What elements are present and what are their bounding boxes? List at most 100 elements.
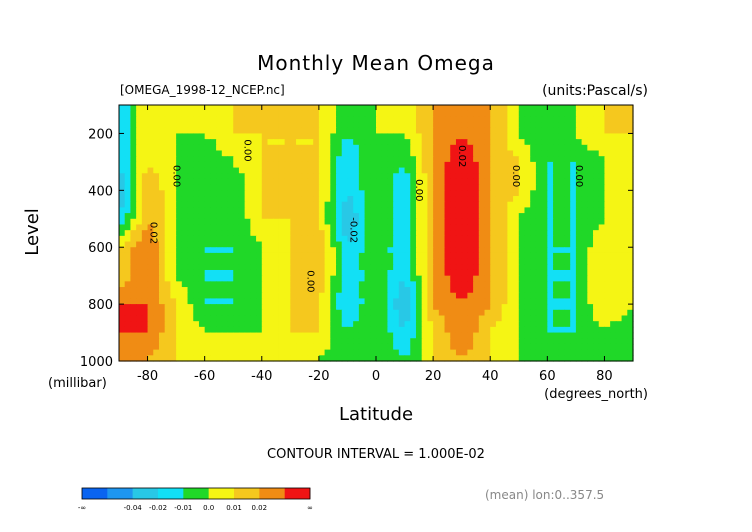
field-cell (484, 343, 491, 351)
field-cell (370, 184, 377, 191)
field-cell (296, 269, 303, 277)
field-cell (490, 304, 497, 311)
field-cell (615, 343, 623, 351)
field-cell (238, 207, 246, 214)
field-cell (564, 218, 571, 226)
contour-label: 0.00 (242, 139, 253, 161)
field-cell (444, 332, 451, 339)
field-cell (244, 224, 251, 231)
field-cell (147, 184, 154, 191)
field-cell (404, 127, 411, 135)
field-cell (330, 196, 337, 203)
field-cell (216, 258, 223, 265)
field-cell (524, 241, 531, 248)
field-cell (370, 332, 377, 339)
field-cell (381, 287, 389, 294)
field-cell (119, 196, 126, 203)
field-cell (341, 196, 349, 203)
field-cell (176, 178, 183, 186)
field-cell (364, 298, 371, 305)
field-cell (513, 173, 520, 180)
field-cell (621, 292, 628, 300)
field-cell (141, 338, 149, 345)
field-cell (421, 264, 428, 271)
field-cell (501, 150, 508, 157)
field-cell (593, 167, 600, 174)
field-cell (564, 213, 571, 220)
field-cell (136, 287, 143, 294)
field-cell (227, 287, 234, 294)
field-cell (581, 309, 588, 317)
field-cell (575, 304, 583, 311)
field-cell (181, 275, 189, 282)
field-cell (513, 315, 520, 322)
field-cell (558, 196, 566, 203)
field-cell (473, 139, 480, 146)
field-cell (336, 184, 343, 191)
field-cell (136, 230, 143, 237)
field-cell (530, 275, 537, 282)
field-cell (250, 235, 257, 243)
field-cell (176, 230, 183, 237)
field-cell (341, 326, 349, 334)
field-cell (176, 167, 183, 174)
field-cell (387, 122, 394, 129)
field-cell (181, 269, 189, 277)
field-cell (518, 190, 526, 197)
field-cell (473, 190, 480, 197)
field-cell (301, 110, 309, 117)
field-cell (610, 161, 617, 169)
field-cell (604, 315, 611, 322)
field-cell (627, 241, 634, 248)
field-cell (170, 315, 177, 322)
field-cell (438, 133, 446, 140)
field-cell (507, 355, 514, 362)
field-cell (187, 167, 194, 174)
field-cell (410, 315, 417, 322)
field-cell (438, 178, 446, 186)
field-cell (410, 184, 417, 191)
field-cell (313, 139, 320, 146)
field-cell (610, 235, 617, 243)
field-cell (193, 133, 200, 140)
field-cell (181, 207, 189, 214)
field-cell (330, 218, 337, 226)
field-cell (176, 343, 183, 351)
field-cell (604, 122, 611, 129)
field-cell (393, 315, 400, 322)
field-cell (130, 292, 137, 300)
field-cell (324, 247, 331, 254)
field-cell (358, 269, 366, 277)
field-cell (376, 167, 383, 174)
field-cell (398, 144, 406, 152)
field-cell (147, 287, 154, 294)
field-cell (273, 235, 280, 243)
field-cell (478, 167, 486, 174)
field-cell (301, 201, 309, 208)
field-cell (438, 321, 446, 328)
field-cell (256, 332, 263, 339)
field-cell (415, 224, 423, 231)
field-cell (307, 218, 314, 226)
field-cell (530, 105, 537, 112)
field-cell (404, 110, 411, 117)
field-cell (455, 355, 463, 362)
field-cell (530, 338, 537, 345)
field-cell (198, 105, 206, 112)
field-cell (484, 281, 491, 288)
field-cell (570, 321, 577, 328)
field-cell (301, 105, 309, 112)
field-cell (433, 264, 440, 271)
field-cell (278, 281, 286, 288)
field-cell (347, 230, 354, 237)
field-cell (398, 355, 406, 362)
field-cell (438, 207, 446, 214)
field-cell (558, 258, 566, 265)
field-cell (227, 281, 234, 288)
field-cell (176, 150, 183, 157)
field-cell (575, 105, 583, 112)
field-cell (478, 304, 486, 311)
field-cell (324, 218, 331, 226)
field-cell (324, 338, 331, 345)
field-cell (575, 150, 583, 157)
